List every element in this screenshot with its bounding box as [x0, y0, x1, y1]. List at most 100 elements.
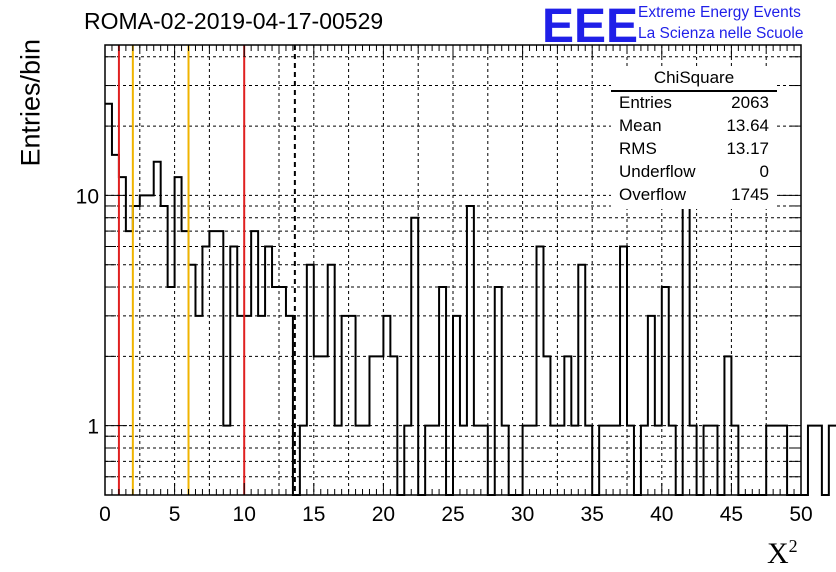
x-tick-label: 25	[441, 503, 464, 526]
histogram-bin	[335, 426, 342, 495]
histogram-bin	[557, 426, 564, 495]
histogram-bin	[237, 316, 244, 495]
histogram-bin	[411, 218, 418, 495]
histogram-bin	[161, 206, 168, 495]
stats-row-overflow: Overflow 1745	[619, 185, 769, 205]
histogram-bin	[425, 426, 432, 495]
histogram-bin	[815, 426, 822, 495]
histogram-bin	[453, 316, 460, 495]
histogram-bin	[223, 426, 230, 495]
histogram-bin	[404, 426, 411, 495]
histogram-bin	[251, 231, 258, 495]
y-tick-label: 10	[76, 185, 99, 208]
histogram-bin	[627, 426, 634, 495]
histogram-bin	[731, 426, 738, 495]
histogram-bin	[258, 316, 265, 495]
histogram-bin	[230, 246, 237, 495]
histogram-bin	[523, 426, 530, 495]
histogram-bin	[439, 287, 446, 495]
x-axis-label-superscript: 2	[788, 536, 798, 556]
stats-row-underflow: Underflow 0	[619, 162, 769, 182]
histogram-bin	[390, 356, 397, 495]
histogram-bin	[363, 426, 370, 495]
histogram-bin	[537, 246, 544, 495]
histogram-bin	[300, 426, 307, 495]
chart-title: ROMA-02-2019-04-17-00529	[84, 8, 384, 34]
stats-row-rms: RMS 13.17	[619, 139, 769, 159]
histogram-bin	[829, 426, 836, 495]
histogram-bin	[543, 356, 550, 495]
histogram-bin	[244, 316, 251, 495]
histogram-bin	[133, 206, 140, 495]
histogram-bin	[599, 426, 606, 495]
histogram-bin	[383, 316, 390, 495]
histogram-bin	[202, 246, 209, 495]
histogram-bin	[286, 316, 293, 495]
histogram-bin	[530, 426, 537, 495]
histogram-bin	[216, 231, 223, 495]
stats-label: Mean	[619, 116, 662, 135]
histogram-bin	[182, 231, 189, 495]
histogram-bin	[780, 426, 787, 495]
x-axis-label-symbol: X	[767, 537, 789, 570]
histogram-bin	[564, 356, 571, 495]
histogram-bin	[119, 177, 126, 495]
histogram-bin	[307, 265, 314, 495]
stats-value: 13.64	[726, 116, 769, 135]
histogram-bin	[209, 231, 216, 495]
histogram-bin	[571, 426, 578, 495]
stats-row-entries: Entries 2063	[619, 93, 769, 113]
stats-label: Underflow	[619, 162, 696, 181]
x-tick-label: 10	[233, 503, 256, 526]
y-tick-label: 1	[87, 416, 99, 439]
histogram-bin	[314, 356, 321, 495]
histogram-bin	[195, 316, 202, 495]
histogram-bin	[648, 316, 655, 495]
stats-label: RMS	[619, 139, 657, 158]
histogram-bin	[265, 246, 272, 495]
histogram-bin	[175, 177, 182, 495]
stats-row-mean: Mean 13.64	[619, 116, 769, 136]
stats-value: 0	[759, 162, 769, 181]
histogram-bin	[168, 287, 175, 495]
x-tick-label: 30	[511, 503, 534, 526]
histogram-bin	[369, 356, 376, 495]
histogram-bin	[662, 287, 669, 495]
histogram-bin	[773, 426, 780, 495]
stats-label: Entries	[619, 93, 672, 112]
histogram-bin	[641, 426, 648, 495]
histogram-bin	[126, 231, 133, 495]
histogram-bin	[356, 426, 363, 495]
histogram-bin	[349, 316, 356, 495]
x-tick-label: 20	[372, 503, 395, 526]
histogram-bin	[690, 426, 697, 495]
histogram-bin	[620, 246, 627, 495]
x-tick-label: 35	[581, 503, 604, 526]
stats-value: 1745	[731, 185, 769, 204]
histogram-bin	[766, 426, 773, 495]
histogram-bin	[704, 426, 711, 495]
x-tick-label: 0	[99, 503, 111, 526]
histogram-bin	[460, 426, 467, 495]
histogram-bin	[585, 426, 592, 495]
stats-divider	[611, 90, 777, 92]
histogram-bin	[321, 356, 328, 495]
histogram-bin	[481, 426, 488, 495]
histogram-bin	[808, 426, 815, 495]
histogram-bin	[606, 426, 613, 495]
histogram-bin	[342, 316, 349, 495]
histogram-bin	[550, 426, 557, 495]
histogram-bin	[432, 426, 439, 495]
logo-eee-text: EEE	[542, 2, 638, 46]
stats-value: 13.17	[726, 139, 769, 158]
x-tick-label: 45	[720, 503, 743, 526]
y-axis-label: Entries/bin	[15, 38, 46, 167]
histogram-bin	[272, 287, 279, 495]
histogram-bin	[669, 426, 676, 495]
histogram-bin	[154, 162, 161, 495]
histogram-bin	[279, 287, 286, 495]
histogram-bin	[495, 287, 502, 495]
stats-box: ChiSquare Entries 2063 Mean 13.64 RMS 13…	[611, 66, 777, 209]
histogram-bin	[474, 426, 481, 495]
